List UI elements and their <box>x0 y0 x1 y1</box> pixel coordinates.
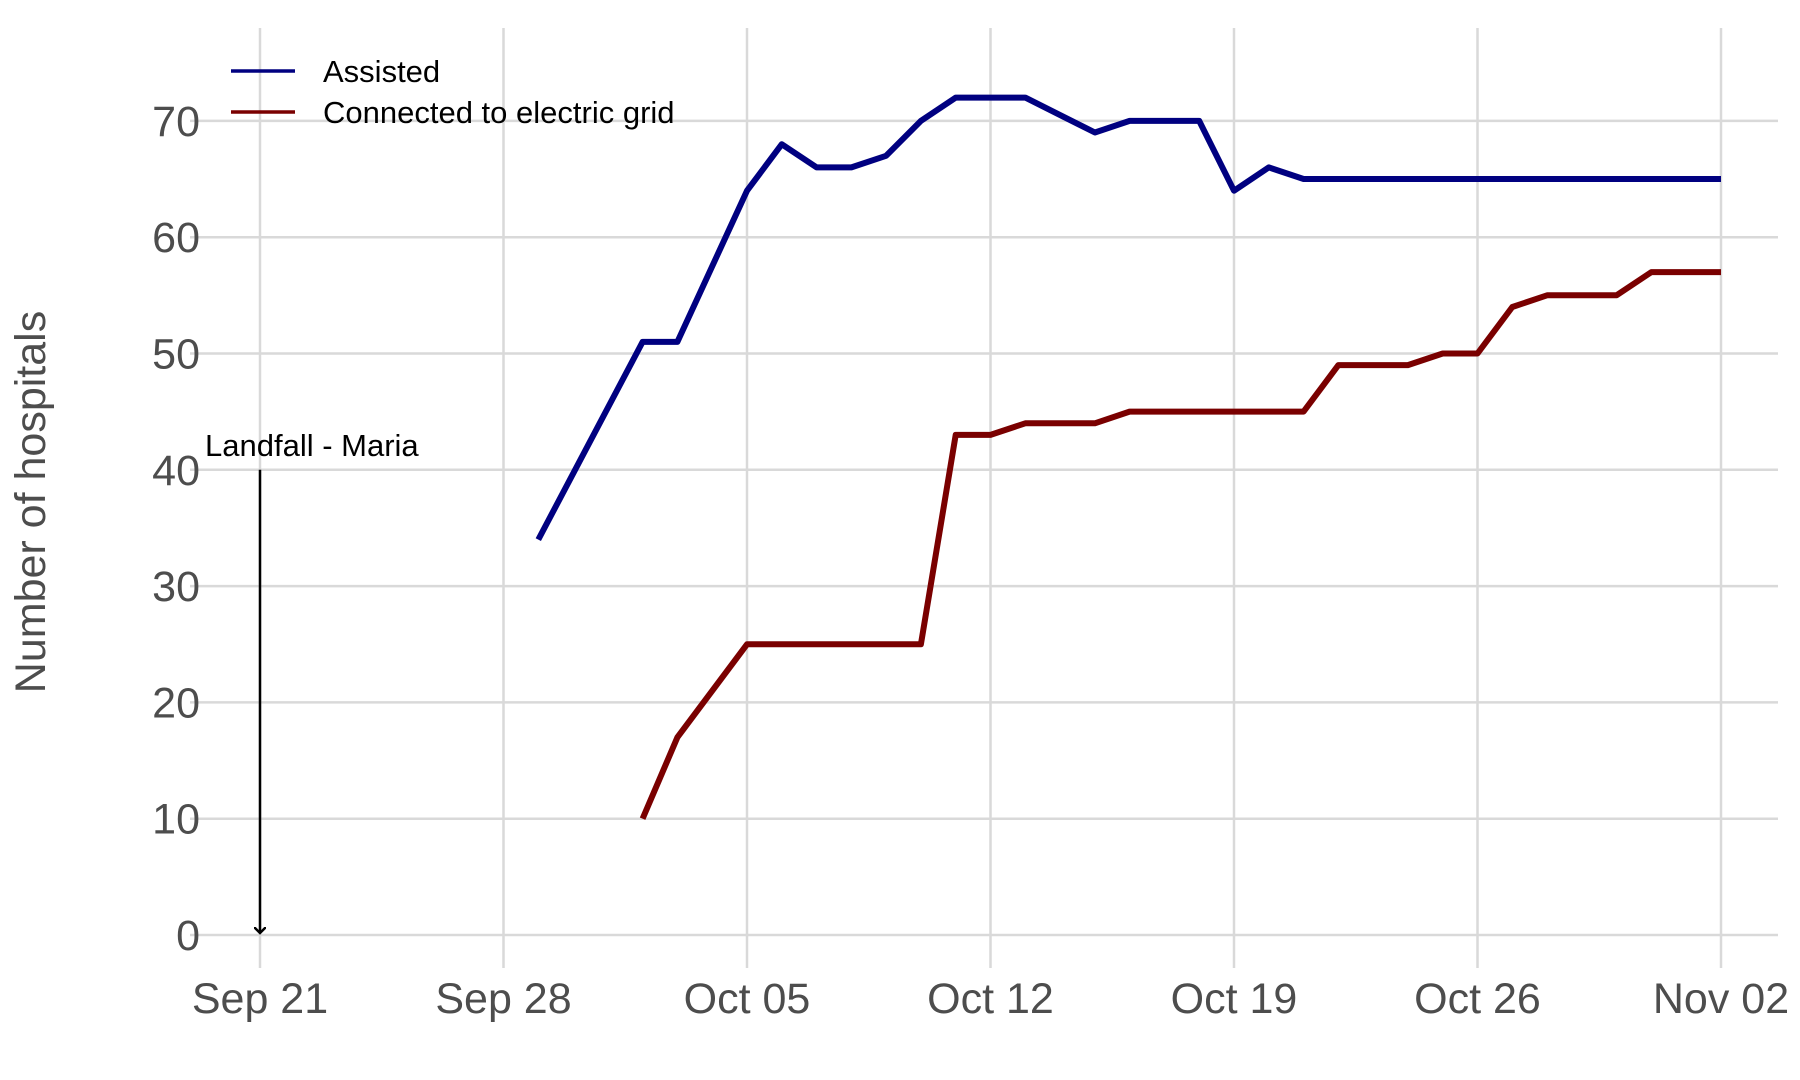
grid-lines <box>190 28 1778 968</box>
y-tick-label-70: 70 <box>152 98 200 146</box>
series-line-assisted <box>535 94 1721 541</box>
axes: Number of hospitals 0 10 20 30 40 50 60 70 Sep 2… <box>7 98 1789 1023</box>
x-tick-label-oct-05: Oct 05 <box>684 975 811 1023</box>
x-tick-label-oct-19: Oct 19 <box>1171 975 1298 1023</box>
x-tick-label-oct-12: Oct 12 <box>927 975 1054 1023</box>
legend-label-connected-to-electric-grid: Connected to electric grid <box>323 95 675 130</box>
y-tick-label-0: 0 <box>176 912 200 960</box>
annotations: Landfall - Maria <box>205 428 419 933</box>
x-tick-label-sep-21: Sep 21 <box>192 975 328 1023</box>
y-tick-label-60: 60 <box>152 214 200 262</box>
x-tick-label-nov-02: Nov 02 <box>1653 975 1789 1023</box>
annotation-label: Landfall - Maria <box>205 428 419 463</box>
legend: Assisted Connected to electric grid <box>231 54 675 130</box>
legend-label-assisted: Assisted <box>323 54 440 89</box>
y-tick-label-40: 40 <box>152 447 200 495</box>
y-tick-label-10: 10 <box>152 796 200 844</box>
x-tick-label-sep-28: Sep 28 <box>435 975 571 1023</box>
y-tick-label-20: 20 <box>152 679 200 727</box>
series-line-connected-to-electric-grid <box>639 269 1721 820</box>
y-tick-label-30: 30 <box>152 563 200 611</box>
y-axis-title: Number of hospitals <box>7 311 55 693</box>
x-tick-label-oct-26: Oct 26 <box>1414 975 1541 1023</box>
y-tick-label-50: 50 <box>152 331 200 379</box>
series-lines <box>535 94 1721 820</box>
